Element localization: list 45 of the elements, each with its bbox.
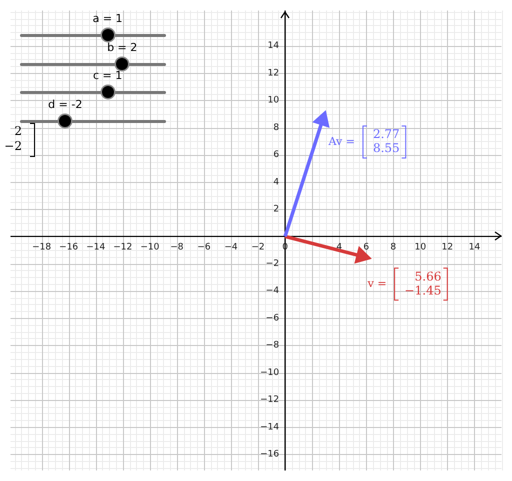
annotation: Av = <box>328 134 355 148</box>
annotation: 2.77 <box>372 127 400 142</box>
y-tick-label: 2 <box>273 204 280 215</box>
x-tick-label: −18 <box>32 242 52 252</box>
y-tick-label: 8 <box>273 122 280 133</box>
x-tick-label: 6 <box>363 242 370 252</box>
y-tick-label: −6 <box>266 313 280 324</box>
x-tick-label: 8 <box>390 242 396 252</box>
x-tick-label: −12 <box>113 242 132 252</box>
annotation: a = 1 <box>92 12 124 25</box>
x-tick-label: −6 <box>197 242 211 252</box>
y-tick-label: −12 <box>260 395 280 406</box>
annotation: d = -2 <box>47 98 84 110</box>
y-tick-label: 12 <box>268 68 280 78</box>
slider: c = 1 <box>20 69 166 97</box>
x-tick-label: −14 <box>86 242 106 252</box>
slider: b = 2 <box>20 40 166 68</box>
y-tick-label: 6 <box>273 150 280 160</box>
x-tick-label: −10 <box>140 242 160 252</box>
x-tick-label: −4 <box>224 242 238 252</box>
slider: d = -2 <box>20 98 166 126</box>
y-tick-label: −4 <box>266 286 280 296</box>
annotation: c = 1 <box>92 69 124 82</box>
x-tick-label: 12 <box>442 242 454 252</box>
y-tick-label: −10 <box>260 368 280 378</box>
y-tick-label: 14 <box>268 41 280 52</box>
y-tick-label: −14 <box>260 422 280 432</box>
slider: a = 1 <box>20 12 166 40</box>
annotation: b = 2 <box>106 40 138 54</box>
x-tick-label: −8 <box>170 242 184 252</box>
y-tick-label: 10 <box>268 96 280 106</box>
x-tick-label: 14 <box>468 242 480 252</box>
y-tick-label: −8 <box>266 340 280 351</box>
annotation: −2 <box>4 139 22 154</box>
annotation: −1.45 <box>404 283 442 298</box>
x-tick-label: −16 <box>59 242 78 252</box>
annotation: 5.66 <box>414 269 442 284</box>
annotation: 8.55 <box>372 141 400 156</box>
y-tick-label: −2 <box>266 258 280 269</box>
x-tick-label: −2 <box>251 242 265 252</box>
annotation: 2 <box>13 124 22 139</box>
annotation: v = <box>366 277 387 290</box>
y-tick-label: 4 <box>273 177 280 188</box>
y-tick-label: −16 <box>260 450 280 460</box>
x-tick-label: 10 <box>414 242 426 252</box>
